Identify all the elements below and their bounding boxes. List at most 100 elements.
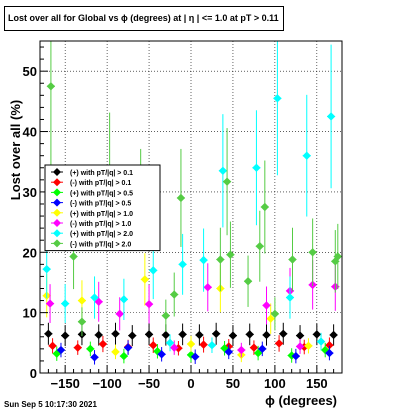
data-point: [90, 293, 99, 302]
data-point: [77, 317, 87, 326]
data-point: [333, 252, 343, 261]
data-point: [199, 255, 208, 265]
data-point: [245, 330, 254, 339]
data-point: [222, 177, 232, 186]
legend-marker: [53, 219, 61, 227]
data-point: [274, 339, 284, 348]
y-tick-label: 40: [23, 125, 37, 140]
data-point: [140, 275, 150, 284]
data-point: [203, 283, 212, 292]
data-point: [190, 352, 200, 361]
data-point: [44, 329, 53, 338]
data-point: [288, 255, 297, 264]
x-axis-label: ϕ (degrees): [265, 393, 337, 408]
data-point: [216, 255, 225, 264]
x-tick-label: 100: [264, 376, 286, 391]
data-point: [186, 339, 196, 349]
data-point: [199, 340, 208, 349]
axes: −150 −100 −50 0 50 100 150 0 10 20 30 40 50: [23, 40, 343, 391]
data-point: [98, 339, 108, 349]
data-point: [262, 330, 271, 340]
data-point: [302, 151, 311, 160]
data-point: [46, 82, 56, 91]
data-point: [295, 331, 305, 340]
data-point: [149, 341, 158, 350]
chart-title: Lost over all for Global vs ϕ (degrees) …: [4, 6, 284, 31]
data-point: [48, 341, 57, 351]
y-tick-label: 10: [23, 306, 37, 321]
data-point: [45, 299, 55, 308]
data-point: [69, 252, 78, 261]
x-tick-label: −100: [92, 376, 121, 391]
data-point: [111, 329, 120, 338]
data-point: [195, 330, 204, 340]
data-point: [325, 341, 334, 350]
legend-entry: (+) with pT/|q| > 1.0: [70, 211, 133, 218]
data-point: [176, 193, 186, 203]
data-point: [60, 299, 70, 308]
legend: (+) with pT/|q| > 0.1 (-) with pT/|q| > 0…: [44, 164, 161, 252]
data-point: [295, 342, 305, 351]
x-tick-label: 0: [187, 376, 194, 391]
data-point: [165, 338, 175, 348]
timestamp: Sun Sep 5 10:17:30 2021: [4, 400, 97, 409]
data-point: [111, 347, 120, 357]
data-point: [273, 94, 282, 103]
data-point: [77, 296, 87, 305]
data-point: [258, 344, 267, 354]
y-tick-label: 0: [30, 366, 37, 381]
legend-marker: [53, 198, 61, 207]
y-tick-label: 30: [23, 185, 37, 200]
data-point: [207, 341, 217, 350]
data-point: [262, 301, 271, 310]
data-point: [285, 293, 295, 302]
legend-marker: [53, 168, 61, 176]
x-tick-label: 50: [226, 376, 240, 391]
legend-marker: [53, 208, 61, 217]
data-point: [255, 242, 264, 251]
data-point: [186, 350, 196, 360]
legend-entry: (-) with pT/|q| > 2.0: [70, 241, 131, 248]
data-point: [42, 264, 51, 274]
data-point: [86, 344, 95, 354]
y-tick-label: 20: [23, 245, 37, 260]
data-point: [329, 330, 338, 340]
data-point: [253, 348, 263, 358]
data-point: [279, 329, 288, 338]
data-point: [243, 277, 253, 286]
data-point: [270, 309, 280, 319]
data-point: [260, 202, 270, 212]
data-point: [161, 330, 171, 340]
data-point: [178, 330, 187, 339]
x-tick-label: −50: [138, 376, 160, 391]
y-axis-label: Lost over all (%): [8, 100, 23, 200]
legend-entry: (-) with pT/|q| > 0.1: [70, 180, 131, 187]
data-point: [170, 343, 179, 352]
data-point: [326, 112, 336, 121]
data-point: [90, 353, 99, 362]
data-point: [144, 299, 154, 309]
legend-entry: (+) with pT/|q| > 2.0: [70, 231, 133, 238]
data-point: [73, 343, 82, 352]
data-point: [249, 343, 259, 352]
legend-entry: (-) with pT/|q| > 0.5: [70, 201, 131, 208]
data-point: [123, 343, 133, 352]
data-point: [128, 331, 137, 340]
legend-marker: [53, 178, 61, 187]
data-point: [56, 345, 66, 355]
data-point: [266, 314, 275, 323]
data-point: [161, 311, 171, 320]
data-point: [94, 297, 103, 306]
legend-entry: (+) with pT/|q| > 0.5: [70, 190, 133, 197]
x-tick-label: −150: [51, 376, 80, 391]
data-point: [304, 341, 313, 351]
data-point: [157, 350, 166, 359]
legend-marker: [53, 229, 61, 238]
legend-entry: (-) with pT/|q| > 1.0: [70, 221, 131, 228]
data-point: [94, 330, 103, 340]
data-point: [228, 331, 238, 340]
data-point: [170, 290, 179, 299]
x-tick-label: 150: [306, 376, 328, 391]
data-point: [224, 347, 233, 357]
